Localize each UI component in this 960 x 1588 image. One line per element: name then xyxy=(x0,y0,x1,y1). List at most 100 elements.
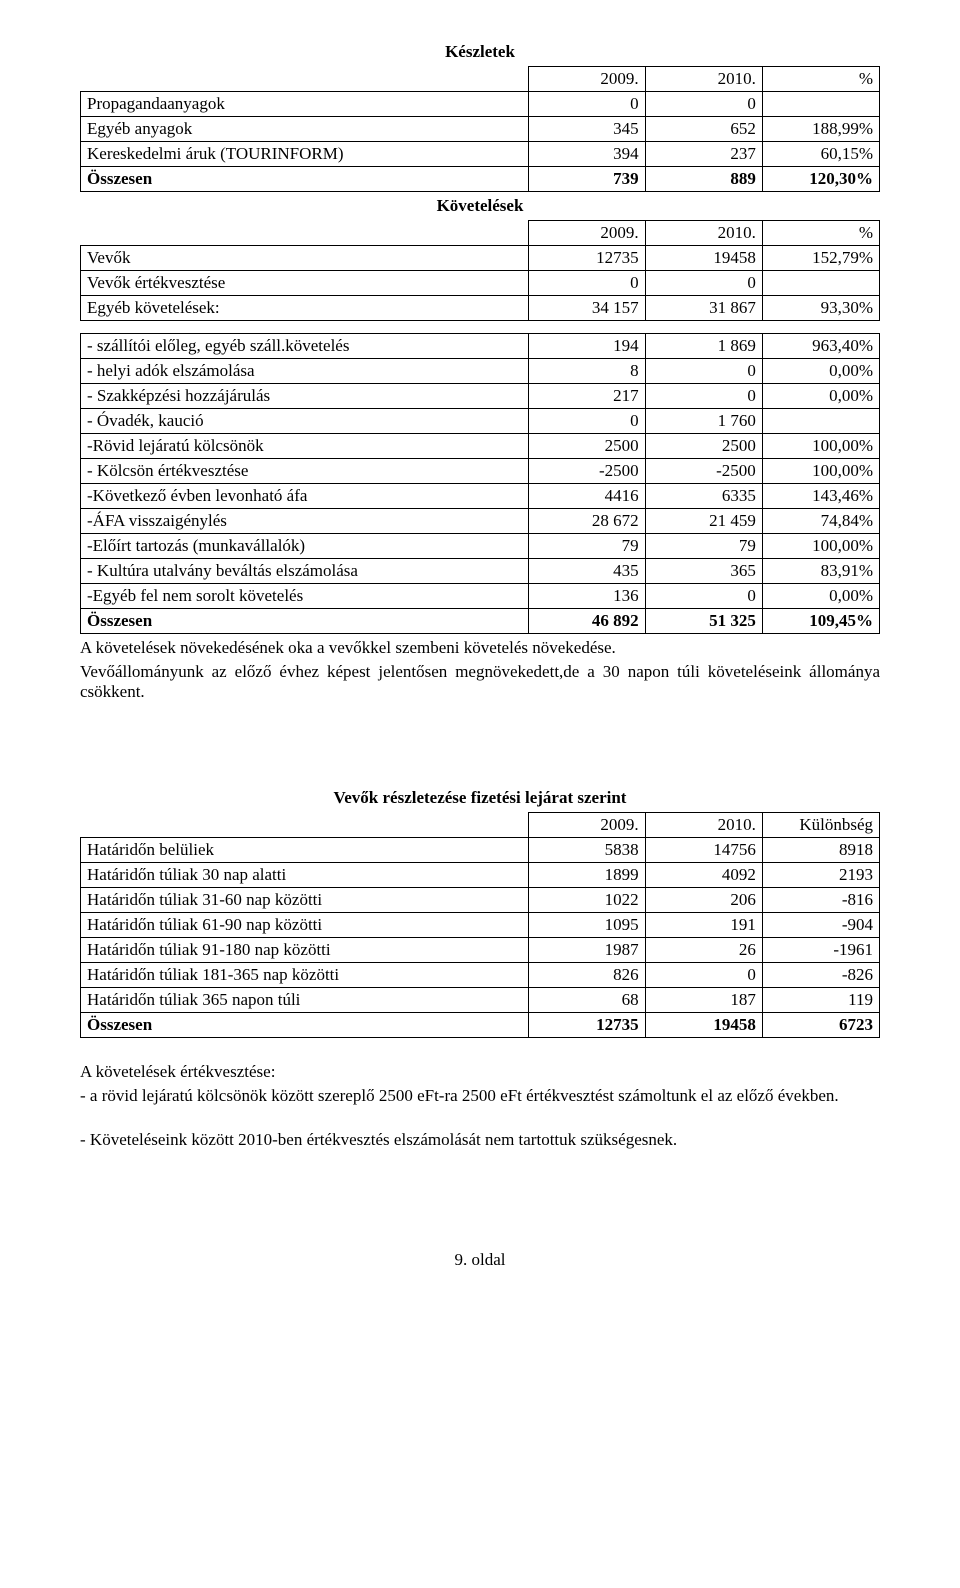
table-row: - Szakképzési hozzájárulás21700,00% xyxy=(81,384,880,409)
table-row: Határidőn túliak 31-60 nap közötti102220… xyxy=(81,888,880,913)
table-cell: Határidőn belüliek xyxy=(81,838,529,863)
table-cell: 963,40% xyxy=(762,334,879,359)
table-header-cell: 2010. xyxy=(645,67,762,92)
table-row: Határidőn túliak 61-90 nap közötti109519… xyxy=(81,913,880,938)
table-row: Egyéb követelések:34 15731 86793,30% xyxy=(81,296,880,321)
table-cell: 60,15% xyxy=(762,142,879,167)
table-row: Határidőn túliak 30 nap alatti1899409221… xyxy=(81,863,880,888)
table-row: Határidőn belüliek5838147568918 xyxy=(81,838,880,863)
table-row: Összesen46 89251 325109,45% xyxy=(81,609,880,634)
table-cell: 1022 xyxy=(528,888,645,913)
table-cell: -816 xyxy=(762,888,879,913)
table-cell: 0 xyxy=(645,92,762,117)
table-row: -Rövid lejáratú kölcsönök25002500100,00% xyxy=(81,434,880,459)
table-cell: Propagandaanyagok xyxy=(81,92,529,117)
table-cell: 0 xyxy=(645,584,762,609)
table-cell: Kereskedelmi áruk (TOURINFORM) xyxy=(81,142,529,167)
table-cell: 6335 xyxy=(645,484,762,509)
table-cell: 100,00% xyxy=(762,459,879,484)
table-cell: Határidőn túliak 91-180 nap közötti xyxy=(81,938,529,963)
table-cell: 0,00% xyxy=(762,384,879,409)
table-row: Határidőn túliak 91-180 nap közötti19872… xyxy=(81,938,880,963)
table-cell: 19458 xyxy=(645,246,762,271)
table-cell: 1987 xyxy=(528,938,645,963)
table-row: Határidőn túliak 365 napon túli68187119 xyxy=(81,988,880,1013)
table-cell: 31 867 xyxy=(645,296,762,321)
table-row: -ÁFA visszaigénylés28 67221 45974,84% xyxy=(81,509,880,534)
table-cell: - szállítói előleg, egyéb száll.követelé… xyxy=(81,334,529,359)
table-cell: - helyi adók elszámolása xyxy=(81,359,529,384)
table-cell: 435 xyxy=(528,559,645,584)
table-cell xyxy=(762,92,879,117)
table-cell: 191 xyxy=(645,913,762,938)
table-cell: - Szakképzési hozzájárulás xyxy=(81,384,529,409)
table-cell: 188,99% xyxy=(762,117,879,142)
table-cell: 0 xyxy=(528,92,645,117)
table-cell: -1961 xyxy=(762,938,879,963)
table-cell: 100,00% xyxy=(762,534,879,559)
table-cell: 12735 xyxy=(528,246,645,271)
table3: 2009.2010.KülönbségHatáridőn belüliek583… xyxy=(80,812,880,1038)
table-row: - helyi adók elszámolása800,00% xyxy=(81,359,880,384)
table-row: - Kölcsön értékvesztése-2500-2500100,00% xyxy=(81,459,880,484)
table-cell: 889 xyxy=(645,167,762,192)
table-cell: 826 xyxy=(528,963,645,988)
table-cell: 1095 xyxy=(528,913,645,938)
table-row: Összesen739889120,30% xyxy=(81,167,880,192)
table-cell xyxy=(762,271,879,296)
paragraph-5: - Követeléseink között 2010-ben értékves… xyxy=(80,1130,880,1150)
table-cell: Összesen xyxy=(81,167,529,192)
table-row: Vevők1273519458152,79% xyxy=(81,246,880,271)
table-cell: 79 xyxy=(645,534,762,559)
table-cell: 206 xyxy=(645,888,762,913)
table-cell: 237 xyxy=(645,142,762,167)
table-cell: 0 xyxy=(645,359,762,384)
table-cell: Vevők értékvesztése xyxy=(81,271,529,296)
table-cell: Határidőn túliak 61-90 nap közötti xyxy=(81,913,529,938)
table-cell: 365 xyxy=(645,559,762,584)
table-cell: - Kultúra utalvány beváltás elszámolása xyxy=(81,559,529,584)
table-cell: -Előírt tartozás (munkavállalók) xyxy=(81,534,529,559)
table-cell: Egyéb követelések: xyxy=(81,296,529,321)
table-cell: 4416 xyxy=(528,484,645,509)
table-cell: Határidőn túliak 31-60 nap közötti xyxy=(81,888,529,913)
page-footer: 9. oldal xyxy=(80,1250,880,1270)
table-cell: 152,79% xyxy=(762,246,879,271)
table-cell: 0 xyxy=(645,963,762,988)
table-cell: -904 xyxy=(762,913,879,938)
table-cell: -Rövid lejáratú kölcsönök xyxy=(81,434,529,459)
table-cell xyxy=(762,409,879,434)
table-cell: Összesen xyxy=(81,1013,529,1038)
table-cell: 93,30% xyxy=(762,296,879,321)
table-header-cell: 2009. xyxy=(528,813,645,838)
table-cell: Vevők xyxy=(81,246,529,271)
table-row: -Egyéb fel nem sorolt követelés13600,00% xyxy=(81,584,880,609)
table-cell: 2193 xyxy=(762,863,879,888)
table-cell: 0 xyxy=(645,384,762,409)
table-header-cell: % xyxy=(762,67,879,92)
table-cell: 83,91% xyxy=(762,559,879,584)
table-cell: 5838 xyxy=(528,838,645,863)
table-cell: -2500 xyxy=(645,459,762,484)
table-row: - szállítói előleg, egyéb száll.követelé… xyxy=(81,334,880,359)
table-cell: 217 xyxy=(528,384,645,409)
table-header-cell: 2010. xyxy=(645,221,762,246)
table-header-cell: % xyxy=(762,221,879,246)
table-cell: 1899 xyxy=(528,863,645,888)
table-cell: 187 xyxy=(645,988,762,1013)
table-cell: 394 xyxy=(528,142,645,167)
table3-title: Vevők részletezése fizetési lejárat szer… xyxy=(80,788,880,808)
table-row: Vevők értékvesztése00 xyxy=(81,271,880,296)
table-cell: 46 892 xyxy=(528,609,645,634)
table-row: Propagandaanyagok00 xyxy=(81,92,880,117)
table-row: - Kultúra utalvány beváltás elszámolása4… xyxy=(81,559,880,584)
table-cell: 652 xyxy=(645,117,762,142)
table-row: - Óvadék, kaució01 760 xyxy=(81,409,880,434)
table-cell: 0,00% xyxy=(762,359,879,384)
table-cell: 34 157 xyxy=(528,296,645,321)
table-cell: 194 xyxy=(528,334,645,359)
table-cell: 12735 xyxy=(528,1013,645,1038)
table-cell: 28 672 xyxy=(528,509,645,534)
table-cell: 100,00% xyxy=(762,434,879,459)
table-row: Egyéb anyagok345652188,99% xyxy=(81,117,880,142)
